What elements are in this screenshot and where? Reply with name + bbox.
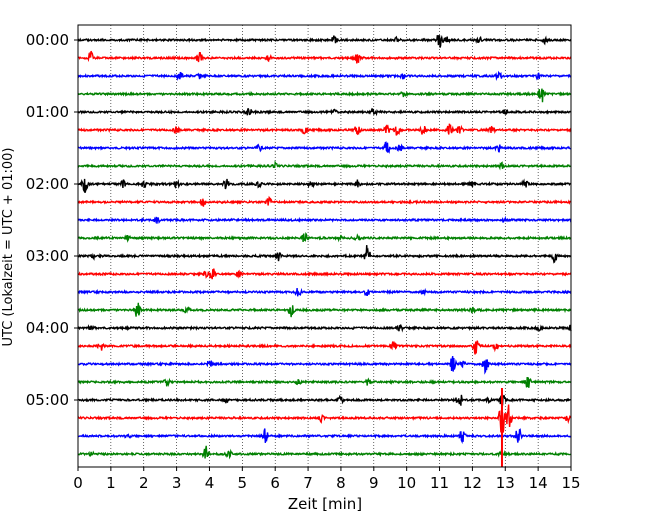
x-axis-ticks: 0 1 2 3 4 5 6 7 8 9 10 11 12 13 14 15: [73, 467, 581, 492]
trace-line: [77, 195, 572, 207]
x-tick-label: 6: [270, 474, 280, 492]
x-tick-label: 14: [529, 474, 548, 492]
trace-line: [77, 445, 572, 460]
x-tick-label: 10: [397, 474, 416, 492]
trace-line: [77, 268, 572, 280]
trace-line: [77, 428, 572, 445]
x-tick-label: 15: [561, 474, 580, 492]
trace-line: [77, 160, 572, 171]
x-tick-label: 4: [205, 474, 215, 492]
x-tick-label: 5: [238, 474, 248, 492]
trace-line: [77, 88, 572, 103]
trace-line: [77, 34, 572, 48]
y-tick-label: 05:00: [26, 391, 69, 409]
trace-line: [77, 50, 572, 64]
trace-line: [77, 107, 572, 117]
x-tick-label: 3: [172, 474, 182, 492]
trace-line: [77, 245, 571, 264]
trace-line: [77, 231, 572, 243]
trace-line: [77, 287, 572, 297]
trace-line: [77, 70, 572, 82]
trace-line: [77, 324, 572, 333]
x-tick-label: 0: [73, 474, 83, 492]
trace-line: [77, 302, 572, 318]
y-tick-label: 01:00: [26, 103, 69, 121]
x-tick-label: 12: [463, 474, 482, 492]
trace-line: [78, 393, 572, 406]
x-tick-label: 1: [106, 474, 116, 492]
x-tick-label: 9: [369, 474, 379, 492]
trace-line: [77, 141, 572, 154]
y-axis-ticks: 00:00 01:00 02:00 03:00 04:00 05:00: [26, 31, 78, 409]
x-tick-label: 11: [430, 474, 449, 492]
x-axis-label: Zeit [min]: [288, 495, 362, 513]
plot-frame: [77, 24, 572, 468]
x-tick-label: 7: [303, 474, 313, 492]
y-tick-label: 03:00: [26, 247, 69, 265]
trace-line: [77, 355, 572, 375]
x-tick-label: 8: [336, 474, 346, 492]
x-tick-label: 13: [496, 474, 515, 492]
y-tick-label: 00:00: [26, 31, 69, 49]
trace-line: [77, 376, 572, 388]
y-tick-label: 02:00: [26, 175, 69, 193]
trace-line: [77, 123, 572, 136]
trace-line: [77, 404, 572, 433]
trace-line: [77, 178, 572, 194]
seismic-traces: [77, 34, 572, 460]
trace-line: [77, 215, 572, 224]
x-tick-label: 2: [139, 474, 149, 492]
y-tick-label: 04:00: [26, 319, 69, 337]
y-axis-label: UTC (Lokalzeit = UTC + 01:00): [1, 148, 16, 347]
trace-line: [77, 340, 572, 355]
